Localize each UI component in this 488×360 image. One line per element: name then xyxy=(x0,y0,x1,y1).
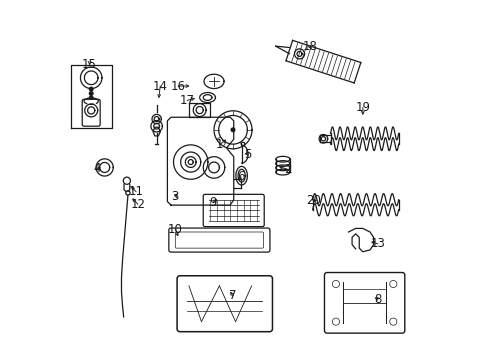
Text: 19: 19 xyxy=(355,101,369,114)
Text: 14: 14 xyxy=(152,80,167,93)
Circle shape xyxy=(89,96,93,100)
Text: 12: 12 xyxy=(130,198,145,211)
Text: 13: 13 xyxy=(370,237,385,250)
Text: 17: 17 xyxy=(179,94,194,107)
FancyBboxPatch shape xyxy=(324,273,404,333)
FancyBboxPatch shape xyxy=(177,276,272,332)
FancyBboxPatch shape xyxy=(175,232,263,248)
Text: 1: 1 xyxy=(215,138,223,151)
Circle shape xyxy=(89,92,93,95)
Circle shape xyxy=(89,87,93,91)
Circle shape xyxy=(123,177,130,184)
Text: 10: 10 xyxy=(167,222,183,236)
Text: 6: 6 xyxy=(237,170,244,183)
Text: 2: 2 xyxy=(283,163,291,176)
Text: 16: 16 xyxy=(170,80,185,93)
Text: 4: 4 xyxy=(93,162,101,175)
FancyBboxPatch shape xyxy=(168,228,269,252)
Circle shape xyxy=(125,191,130,195)
FancyBboxPatch shape xyxy=(203,194,264,226)
Text: 9: 9 xyxy=(209,196,217,209)
Text: 18: 18 xyxy=(302,40,317,53)
Text: 5: 5 xyxy=(244,148,251,161)
Circle shape xyxy=(241,142,244,146)
Circle shape xyxy=(231,128,234,132)
Text: 7: 7 xyxy=(229,289,236,302)
Circle shape xyxy=(332,318,339,325)
Text: 3: 3 xyxy=(171,190,179,203)
Circle shape xyxy=(389,280,396,288)
Circle shape xyxy=(389,318,396,325)
Text: 8: 8 xyxy=(373,293,381,306)
Circle shape xyxy=(332,280,339,288)
Text: 20: 20 xyxy=(305,194,320,207)
Text: 15: 15 xyxy=(82,58,97,71)
Text: 11: 11 xyxy=(128,185,143,198)
FancyBboxPatch shape xyxy=(82,99,100,126)
